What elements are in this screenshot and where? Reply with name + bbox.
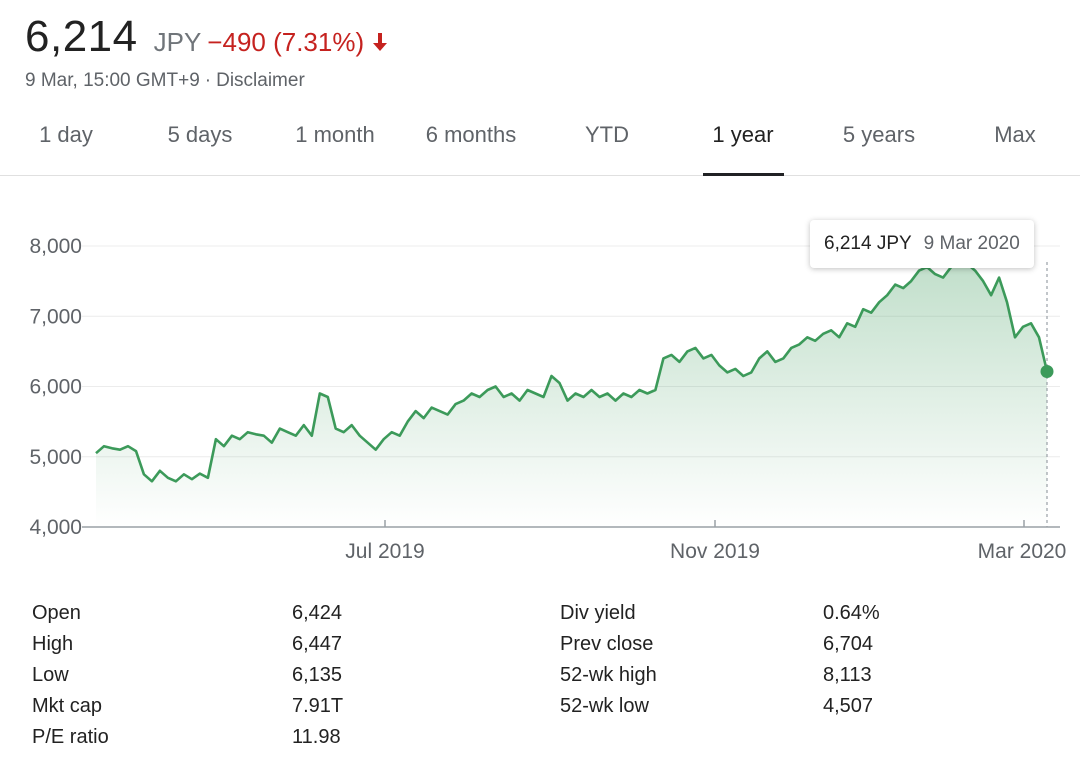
stat-value: 7.91T: [292, 695, 344, 717]
chart-canvas[interactable]: 4,000 5,000 6,000 7,000 8,000 Jul 2019 Nov 20…: [0, 180, 1080, 580]
range-tabs: 1 day 5 days 1 month 6 months YTD 1 year…: [0, 108, 1080, 176]
stat-row-low: Low 6,135: [32, 660, 343, 691]
stat-row-52wk-high: 52-wk high 8,113: [560, 660, 880, 691]
tab-1-month[interactable]: 1 month: [295, 122, 375, 147]
price-line: 6,214 JPY −490 (7.31%): [25, 12, 388, 62]
y-tick-label: 8,000: [29, 235, 82, 258]
stat-row-high: High 6,447: [32, 629, 343, 660]
price-area-fill: [96, 260, 1047, 527]
stat-value: 6,135: [292, 664, 343, 686]
stat-value: 6,704: [823, 633, 874, 655]
tooltip-date: 9 Mar 2020: [923, 233, 1020, 254]
stat-label: Open: [32, 602, 81, 624]
tab-ytd[interactable]: YTD: [585, 122, 629, 147]
stat-label: Prev close: [560, 633, 654, 655]
tab-5-days[interactable]: 5 days: [167, 122, 233, 147]
meta-separator: ·: [204, 70, 212, 91]
tab-6-months[interactable]: 6 months: [425, 122, 517, 147]
stat-row-52wk-low: 52-wk low 4,507: [560, 691, 880, 722]
tooltip-price: 6,214 JPY: [824, 233, 912, 254]
x-tick-label: Nov 2019: [670, 540, 760, 563]
x-tick-label: Jul 2019: [345, 540, 424, 563]
quote-meta: 9 Mar, 15:00 GMT+9 · Disclaimer: [25, 70, 388, 92]
y-tick-label: 7,000: [29, 305, 82, 328]
stat-value: 6,424: [292, 602, 343, 624]
stat-value: 6,447: [292, 633, 343, 655]
stat-row-pe-ratio: P/E ratio 11.98: [32, 722, 343, 753]
price-chart[interactable]: 4,000 5,000 6,000 7,000 8,000 Jul 2019 Nov 20…: [0, 180, 1080, 580]
stat-value: 8,113: [823, 664, 872, 686]
current-price: 6,214: [25, 12, 138, 61]
hover-tooltip: 6,214 JPY 9 Mar 2020: [810, 220, 1034, 268]
price-change: −490 (7.31%): [207, 27, 365, 57]
stat-label: 52-wk low: [560, 695, 649, 717]
y-tick-label: 5,000: [29, 446, 82, 469]
active-tab-indicator: [703, 173, 784, 176]
stat-row-prev-close: Prev close 6,704: [560, 629, 880, 660]
price-line-series: [95, 258, 1049, 483]
stat-label: Div yield: [560, 602, 636, 624]
tab-5-years[interactable]: 5 years: [842, 122, 916, 147]
stat-label: Mkt cap: [32, 695, 103, 717]
stats-left-column: Open 6,424 High 6,447 Low 6,135 Mkt cap 7.91…: [32, 598, 343, 753]
quote-timestamp: 9 Mar, 15:00 GMT+9: [25, 70, 200, 91]
x-tick-label: Mar 2020: [978, 540, 1067, 563]
stats-right-column: Div yield 0.64% Prev close 6,704 52-wk hig…: [560, 598, 880, 722]
stat-row-div-yield: Div yield 0.64%: [560, 598, 880, 629]
hover-point: [1040, 364, 1054, 378]
stat-label: P/E ratio: [32, 726, 109, 748]
arrow-down-icon: [372, 32, 388, 52]
quote-header: 6,214 JPY −490 (7.31%) 9 Mar, 15:00 GMT+…: [25, 12, 388, 92]
stat-value: 4,507: [823, 695, 874, 717]
y-tick-label: 6,000: [29, 376, 82, 399]
tab-max[interactable]: Max: [994, 122, 1036, 147]
tab-1-year[interactable]: 1 year: [712, 122, 774, 147]
y-tick-label: 4,000: [29, 516, 82, 539]
currency-code: JPY: [153, 27, 202, 57]
disclaimer-link[interactable]: Disclaimer: [216, 70, 305, 91]
stat-value: 0.64%: [823, 602, 880, 624]
stat-label: Low: [32, 664, 69, 686]
stat-row-open: Open 6,424: [32, 598, 343, 629]
stat-row-mkt-cap: Mkt cap 7.91T: [32, 691, 343, 722]
stat-value: 11.98: [292, 726, 341, 748]
tab-1-day[interactable]: 1 day: [39, 122, 93, 147]
stat-label: High: [32, 633, 74, 655]
stat-label: 52-wk high: [560, 664, 657, 686]
